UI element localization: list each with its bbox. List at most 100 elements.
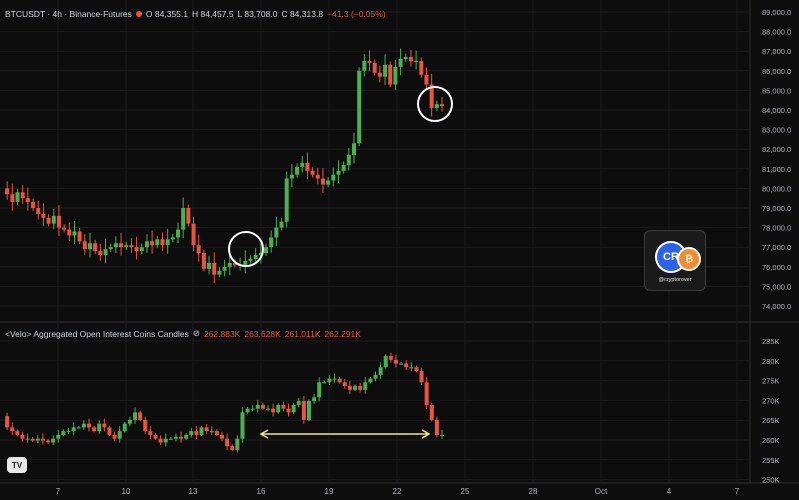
candle-body (122, 423, 127, 432)
candle (98, 244, 103, 261)
time-tick-label: 7 (56, 487, 61, 496)
candle (93, 239, 98, 254)
ohlc-low: L 83,708.0 (237, 9, 278, 19)
candle (250, 405, 255, 412)
candle (377, 65, 382, 83)
candle (404, 360, 409, 370)
candle-body (103, 249, 108, 256)
candle-body (25, 198, 30, 203)
candle (160, 232, 165, 251)
candle-body (143, 419, 148, 432)
time-tick-label: 10 (122, 487, 131, 496)
price-candles (5, 48, 444, 284)
candle-body (296, 401, 301, 405)
time-axis[interactable]: 7 10 13 16 19 22 25 28 Oct 4 7 (56, 487, 740, 496)
candle (284, 171, 289, 228)
candle (61, 429, 66, 437)
candle (176, 222, 180, 244)
candle (235, 435, 240, 453)
candle (310, 167, 315, 178)
candle-body (86, 423, 91, 428)
candle (56, 429, 61, 443)
indicator-title[interactable]: <Velo> Aggregated Open Interest Coins Ca… (5, 328, 189, 339)
oi-tick-label: 260K (762, 436, 780, 445)
candle-body (424, 382, 429, 405)
candle (108, 243, 113, 252)
candle-body (56, 215, 61, 228)
candle-body (204, 427, 209, 432)
candle (240, 407, 245, 443)
candle-body (301, 401, 306, 420)
candle (327, 375, 332, 385)
candle (409, 362, 414, 372)
candle (408, 50, 413, 67)
symbol-header[interactable]: BTCUSDT · 4h · Binance-Futures O 84,355.… (5, 9, 386, 19)
candle (332, 373, 337, 383)
candle-body (440, 104, 444, 107)
candle (204, 424, 209, 434)
ohlc-close: C 84,313.8 (281, 9, 324, 19)
candle-body (306, 401, 311, 420)
price-axis[interactable]: 89,000.0 88,000.0 87,000.0 86,000.0 85,000.0… (762, 8, 791, 311)
candle (368, 376, 373, 384)
candle (429, 73, 434, 117)
price-tick-label: 83,000.0 (762, 126, 791, 135)
candle-body (51, 438, 56, 443)
time-tick-label: Oct (595, 487, 608, 496)
price-tick-label: 76,000.0 (762, 263, 791, 272)
candle-body (312, 397, 317, 402)
candle (419, 57, 424, 78)
candle (15, 188, 20, 205)
time-tick-label: 19 (325, 487, 334, 496)
price-tick-label: 87,000.0 (762, 47, 791, 56)
candle-body (286, 408, 291, 413)
candle-body (284, 178, 289, 222)
candle (40, 433, 45, 445)
candle (388, 61, 393, 88)
candle-body (271, 408, 276, 413)
candle-body (144, 241, 149, 248)
candle-body (279, 221, 284, 228)
candle (331, 167, 336, 187)
ohlc-high: H 84,457.5 (191, 9, 234, 19)
candle (5, 181, 10, 200)
candle (77, 227, 82, 245)
candle-body (119, 243, 124, 248)
candle-body (326, 180, 331, 185)
candle (357, 67, 362, 147)
candle-body (81, 423, 86, 428)
candle-body (248, 258, 253, 261)
candle-body (429, 84, 434, 109)
symbol-title[interactable]: BTCUSDT · 4h · Binance-Futures (5, 9, 132, 19)
candle-body (337, 378, 342, 383)
candle (279, 218, 284, 231)
price-tick-label: 75,000.0 (762, 282, 791, 291)
candle-body (232, 262, 237, 265)
candle (225, 433, 230, 451)
candle (362, 53, 367, 77)
candle-body (276, 404, 281, 413)
indicator-settings-icon[interactable]: ⊘ (192, 328, 200, 338)
candle-body (235, 438, 240, 450)
candle (209, 426, 214, 436)
candle (165, 228, 170, 254)
candle-body (36, 208, 41, 214)
candle (82, 234, 87, 255)
candle (144, 234, 149, 253)
candle (403, 53, 408, 62)
time-tick-label: 4 (667, 487, 672, 496)
candle-body (220, 434, 224, 439)
open-interest-axis[interactable]: 285K 280K 275K 270K 265K 260K 255K 250K (762, 337, 780, 485)
candle (56, 205, 61, 237)
candle-body (408, 57, 413, 61)
candle-body (199, 427, 204, 435)
candle-body (41, 213, 46, 218)
candle (186, 204, 191, 227)
candle (301, 396, 306, 424)
indicator-header[interactable]: <Velo> Aggregated Open Interest Coins Ca… (5, 328, 361, 339)
candle (76, 425, 81, 429)
candle (10, 183, 15, 211)
candle-body (97, 423, 102, 432)
candle-body (98, 251, 103, 256)
tradingview-logo-icon[interactable]: TV (7, 457, 27, 473)
